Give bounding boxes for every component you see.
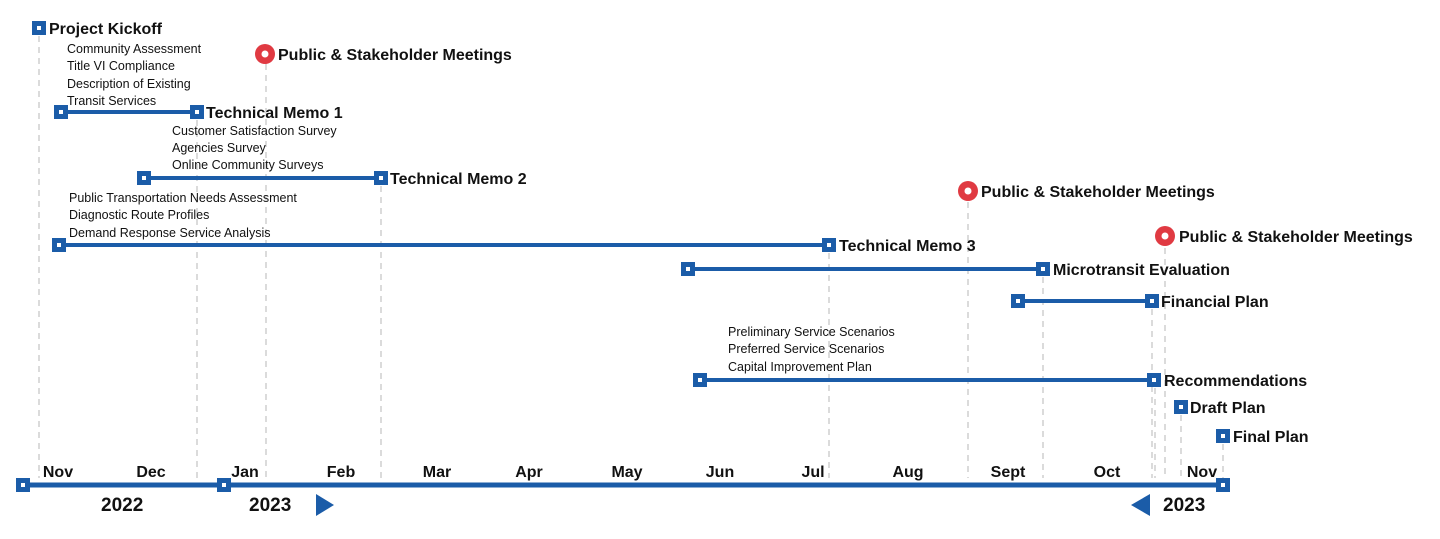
- month-labels: Nov Dec Jan Feb Mar Apr May Jun Jul Aug …: [43, 464, 1217, 481]
- note-item: Community Assessment: [67, 42, 202, 56]
- month-label: Feb: [327, 464, 356, 481]
- recommendations-label: Recommendations: [1164, 373, 1307, 390]
- note-item: Preferred Service Scenarios: [728, 342, 884, 356]
- axis-start-marker: [16, 478, 30, 492]
- meeting1-icon: [255, 44, 275, 64]
- note-item: Online Community Surveys: [172, 158, 323, 172]
- guide-lines: [38, 36, 1224, 478]
- note-item: Preliminary Service Scenarios: [728, 325, 895, 339]
- recommendations-notes: Preliminary Service Scenarios Preferred …: [728, 325, 895, 374]
- memo3-marker: [822, 238, 836, 252]
- memo3-notes: Public Transportation Needs Assessment D…: [69, 191, 297, 240]
- month-label: Sept: [991, 464, 1026, 481]
- note-item: Capital Improvement Plan: [728, 360, 872, 374]
- final-plan-marker: [1216, 429, 1230, 443]
- recommendations-start-marker: [693, 373, 707, 387]
- year-label-2022: 2022: [101, 495, 143, 516]
- month-label: Nov: [43, 464, 73, 481]
- microtransit-start-marker: [681, 262, 695, 276]
- play-right-icon: [316, 494, 334, 516]
- month-label: Mar: [423, 464, 451, 481]
- memo2-label: Technical Memo 2: [390, 171, 527, 188]
- month-label: Aug: [892, 464, 923, 481]
- kickoff-marker: [32, 21, 46, 35]
- draft-plan-label: Draft Plan: [1190, 400, 1266, 417]
- play-left-icon: [1131, 494, 1150, 516]
- final-plan-label: Final Plan: [1233, 429, 1309, 446]
- memo1-label: Technical Memo 1: [206, 105, 343, 122]
- axis-year-marker: [217, 478, 231, 492]
- draft-plan-marker: [1174, 400, 1188, 414]
- financial-start-marker: [1011, 294, 1025, 308]
- month-label: Jan: [231, 464, 259, 481]
- memo3-label: Technical Memo 3: [839, 238, 976, 255]
- memo2-notes: Customer Satisfaction Survey Agencies Su…: [172, 124, 337, 172]
- note-item: Description of Existing: [67, 77, 191, 91]
- financial-marker: [1145, 294, 1159, 308]
- memo1-start-marker: [54, 105, 68, 119]
- month-label: Dec: [136, 464, 165, 481]
- meeting2-icon: [958, 181, 978, 201]
- recommendations-marker: [1147, 373, 1161, 387]
- month-label: May: [611, 464, 642, 481]
- note-item: Transit Services: [67, 94, 156, 108]
- month-label: Jul: [801, 464, 824, 481]
- memo3-start-marker: [52, 238, 66, 252]
- memo1-notes: Community Assessment Title VI Compliance…: [67, 42, 202, 108]
- month-label: Jun: [706, 464, 734, 481]
- note-item: Diagnostic Route Profiles: [69, 208, 209, 222]
- meeting1-label: Public & Stakeholder Meetings: [278, 47, 512, 64]
- meeting2-label: Public & Stakeholder Meetings: [981, 184, 1215, 201]
- month-label: Oct: [1094, 464, 1121, 481]
- note-item: Title VI Compliance: [67, 59, 175, 73]
- axis-end-marker: [1216, 478, 1230, 492]
- year-label-2023-start: 2023: [249, 495, 291, 516]
- financial-label: Financial Plan: [1161, 294, 1269, 311]
- year-label-2023-end: 2023: [1163, 495, 1205, 516]
- kickoff-label: Project Kickoff: [49, 21, 163, 38]
- memo1-marker: [190, 105, 204, 119]
- meeting3-icon: [1155, 226, 1175, 246]
- note-item: Demand Response Service Analysis: [69, 226, 271, 240]
- memo2-marker: [374, 171, 388, 185]
- microtransit-label: Microtransit Evaluation: [1053, 262, 1230, 279]
- month-label: Nov: [1187, 464, 1217, 481]
- note-item: Agencies Survey: [172, 141, 267, 155]
- meeting3-label: Public & Stakeholder Meetings: [1179, 229, 1413, 246]
- microtransit-marker: [1036, 262, 1050, 276]
- note-item: Public Transportation Needs Assessment: [69, 191, 297, 205]
- note-item: Customer Satisfaction Survey: [172, 124, 337, 138]
- memo2-start-marker: [137, 171, 151, 185]
- month-label: Apr: [515, 464, 543, 481]
